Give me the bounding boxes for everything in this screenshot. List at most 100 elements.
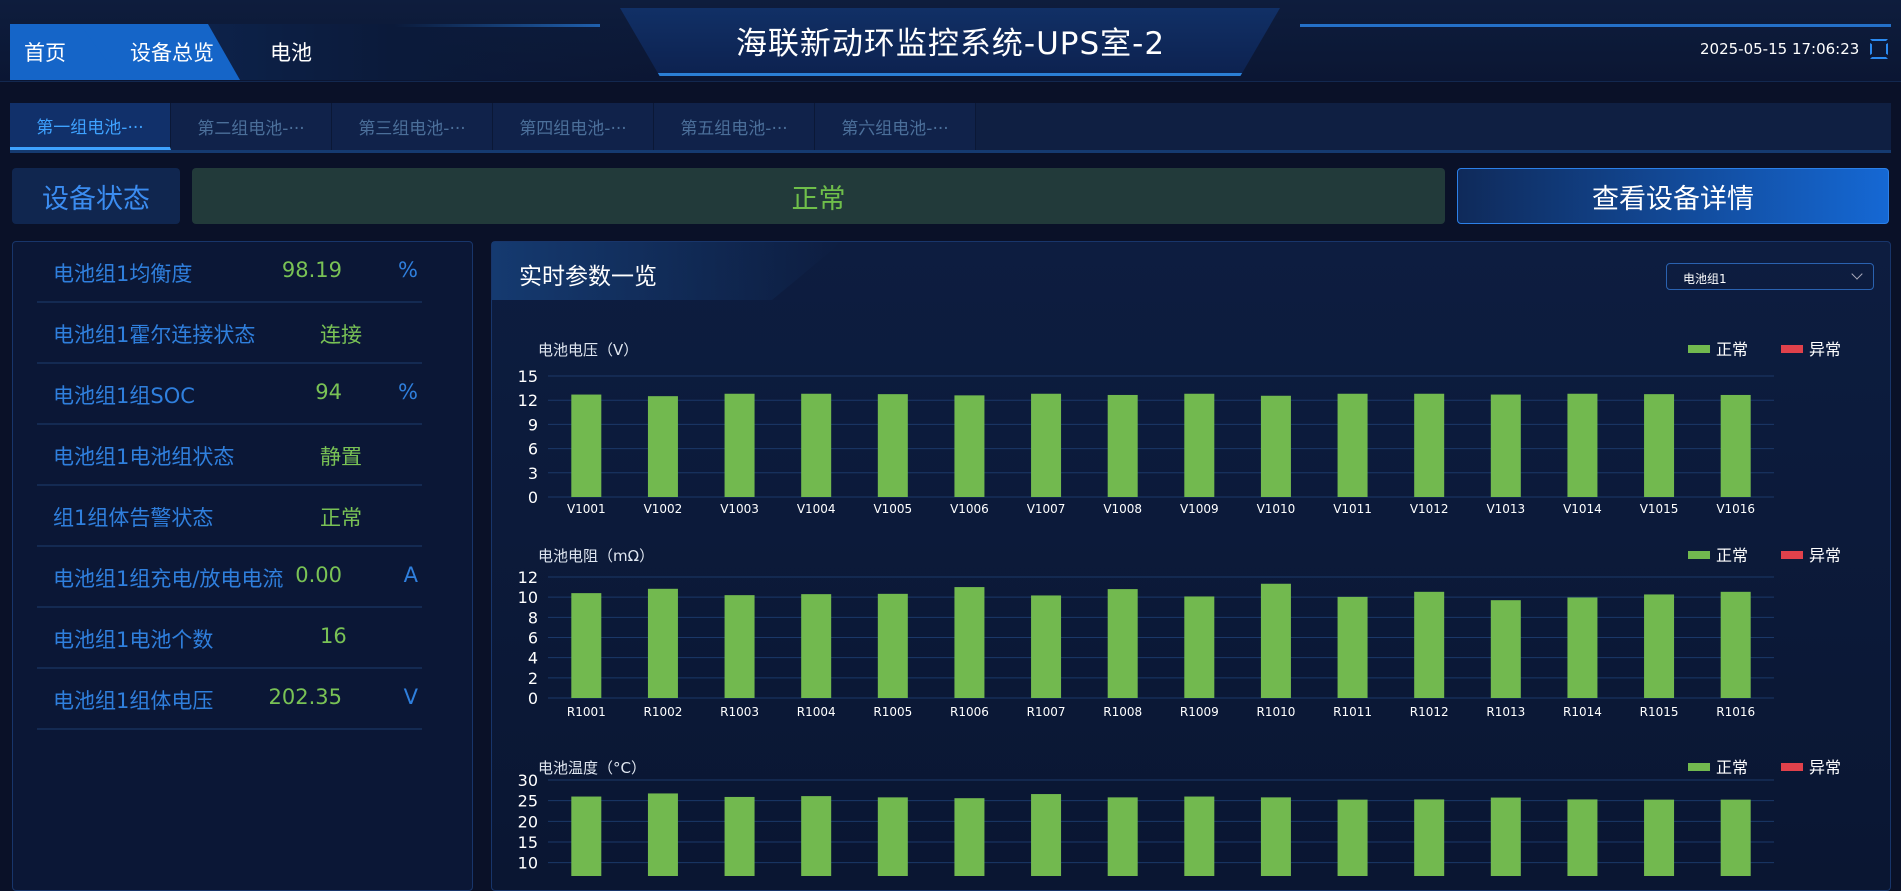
page-title: 海联新动环监控系统-UPS室-2 [735, 26, 1166, 62]
param-value: 98.19 [281, 258, 342, 282]
x-tick-label: R1012 [1410, 705, 1449, 719]
param-unit: A [403, 563, 418, 587]
bar[interactable] [954, 395, 985, 497]
battery-group-tabs: 第一组电池-··· 第二组电池-··· 第三组电池-··· 第四组电池-··· … [10, 103, 1891, 153]
y-tick-label: 9 [528, 415, 538, 434]
battery-group-select-value: 电池组1 [1683, 272, 1727, 286]
x-tick-label: R1015 [1640, 705, 1679, 719]
x-tick-label: R1016 [1716, 705, 1755, 719]
bar[interactable] [571, 593, 602, 698]
y-tick-label: 0 [528, 689, 538, 708]
bar[interactable] [1184, 393, 1215, 497]
bar[interactable] [877, 394, 908, 497]
bar[interactable] [1337, 393, 1368, 497]
bar[interactable] [724, 595, 755, 698]
x-tick-label: V1009 [1180, 502, 1219, 516]
bar[interactable] [1107, 797, 1138, 876]
legend-label: 异常 [1809, 758, 1841, 777]
bar[interactable] [1567, 799, 1598, 876]
bar[interactable] [954, 587, 985, 698]
legend-abnormal-swatch [1781, 345, 1803, 353]
breadcrumb-battery[interactable]: 电池 [270, 41, 312, 65]
param-row: 电池组1电池组状态 静置 [37, 425, 422, 486]
y-tick-label: 6 [528, 629, 538, 648]
bar[interactable] [1107, 589, 1138, 698]
bar[interactable] [1260, 583, 1291, 698]
tab-group-1[interactable]: 第一组电池-··· [10, 103, 171, 150]
bar[interactable] [724, 796, 755, 876]
title-plate [620, 8, 1280, 76]
bar[interactable] [1567, 393, 1598, 497]
y-tick-label: 25 [518, 792, 538, 811]
bar[interactable] [801, 393, 832, 497]
x-tick-label: V1008 [1103, 502, 1142, 516]
param-row: 电池组1霍尔连接状态 连接 [37, 303, 422, 364]
bar[interactable] [724, 393, 755, 497]
view-device-details-button[interactable]: 查看设备详情 [1457, 168, 1889, 224]
tab-group-6[interactable]: 第六组电池-··· [815, 103, 976, 150]
bar[interactable] [1184, 796, 1215, 876]
y-tick-label: 30 [518, 771, 538, 790]
bar[interactable] [1260, 395, 1291, 497]
bar[interactable] [1031, 393, 1062, 497]
bar[interactable] [1414, 591, 1445, 698]
bar[interactable] [1720, 591, 1751, 698]
bar[interactable] [1184, 596, 1215, 698]
bar[interactable] [647, 793, 678, 876]
tab-group-2[interactable]: 第二组电池-··· [171, 103, 332, 150]
bar[interactable] [1337, 799, 1368, 876]
bar[interactable] [801, 796, 832, 876]
bar[interactable] [1490, 394, 1521, 497]
bar[interactable] [1414, 393, 1445, 497]
x-tick-label: V1013 [1486, 502, 1525, 516]
bar[interactable] [1031, 794, 1062, 876]
bar[interactable] [877, 593, 908, 698]
param-value: 16 [320, 624, 347, 648]
tab-group-5[interactable]: 第五组电池-··· [654, 103, 815, 150]
param-value: 0.00 [295, 563, 342, 587]
x-tick-label: R1014 [1563, 705, 1602, 719]
bar[interactable] [1031, 595, 1062, 698]
y-tick-label: 4 [528, 649, 538, 668]
bar[interactable] [1490, 797, 1521, 876]
bar[interactable] [647, 396, 678, 497]
bar[interactable] [1490, 600, 1521, 698]
bar[interactable] [571, 394, 602, 497]
y-tick-label: 8 [528, 608, 538, 627]
header: 首页 设备总览 电池 海联新动环监控系统-UPS室-2 2025-05-15 1… [0, 0, 1901, 82]
bar[interactable] [954, 798, 985, 876]
bar[interactable] [1567, 597, 1598, 698]
x-tick-label: R1004 [797, 705, 836, 719]
bar[interactable] [1337, 596, 1368, 698]
x-tick-label: R1010 [1256, 705, 1295, 719]
x-tick-label: V1014 [1563, 502, 1602, 516]
y-tick-label: 20 [518, 812, 538, 831]
param-label: 组1组体告警状态 [53, 506, 214, 530]
x-tick-label: R1002 [643, 705, 682, 719]
legend-label: 正常 [1716, 340, 1748, 359]
bar[interactable] [571, 796, 602, 876]
datetime: 2025-05-15 17:06:23 [1700, 40, 1860, 58]
y-tick-label: 10 [518, 588, 538, 607]
x-tick-label: V1005 [873, 502, 912, 516]
tab-group-4[interactable]: 第四组电池-··· [493, 103, 654, 150]
y-tick-label: 12 [518, 391, 538, 410]
fullscreen-icon[interactable] [1870, 39, 1888, 59]
bar[interactable] [1414, 799, 1445, 876]
bar[interactable] [1644, 394, 1675, 497]
tab-group-3[interactable]: 第三组电池-··· [332, 103, 493, 150]
battery-group-select[interactable]: 电池组1 [1666, 263, 1874, 290]
bar[interactable] [1644, 799, 1675, 876]
chart-title: 电池温度（°C） [538, 759, 646, 777]
bar[interactable] [877, 797, 908, 876]
bar[interactable] [647, 588, 678, 698]
device-status-value: 正常 [192, 168, 1445, 224]
legend-normal-swatch [1688, 345, 1710, 353]
bar[interactable] [1644, 594, 1675, 698]
param-unit: % [398, 258, 418, 282]
bar[interactable] [801, 594, 832, 698]
bar[interactable] [1720, 799, 1751, 876]
bar[interactable] [1720, 394, 1751, 497]
bar[interactable] [1260, 797, 1291, 876]
bar[interactable] [1107, 394, 1138, 497]
